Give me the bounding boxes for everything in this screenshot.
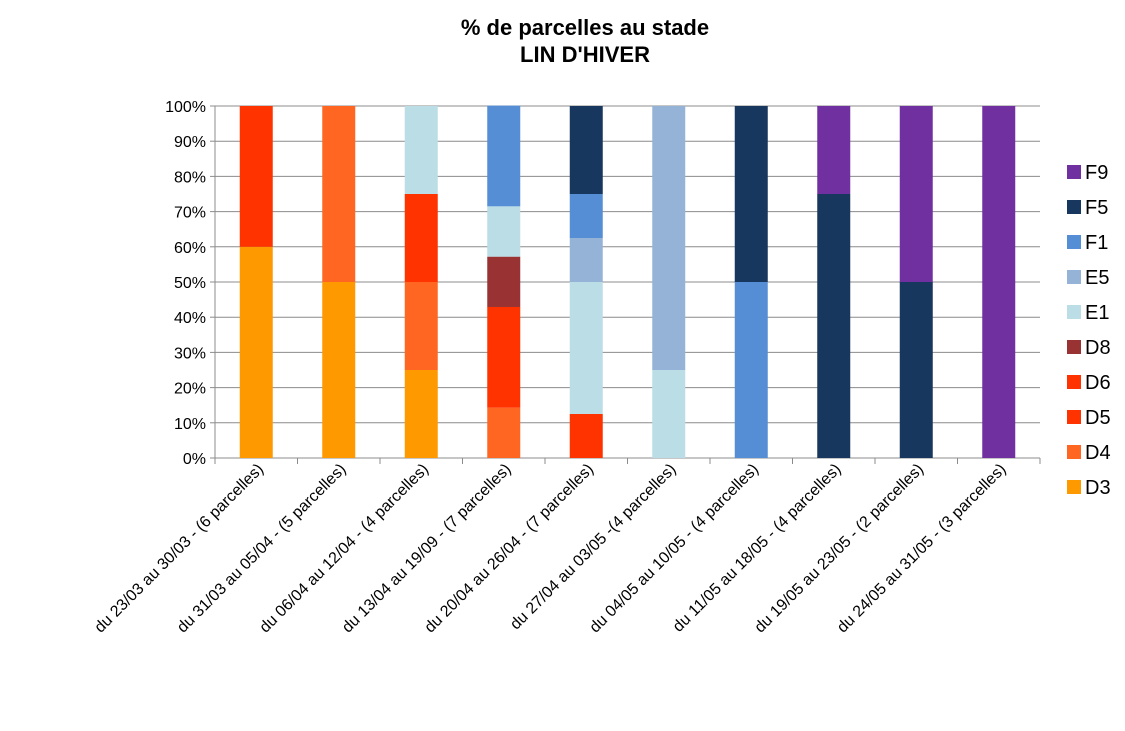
bar-segment-d8 — [487, 256, 521, 307]
legend-swatch-d6 — [1067, 375, 1081, 389]
x-tick-label: du 06/04 au 12/04 - (4 parcelles) — [257, 461, 433, 637]
bar-segment-f5 — [817, 194, 851, 458]
bar-segment-f5 — [899, 282, 933, 458]
y-tick-label: 40% — [174, 310, 206, 327]
bar-segment-e1 — [404, 106, 438, 194]
bar-segment-e5 — [569, 238, 603, 282]
bar-segment-e1 — [652, 370, 686, 458]
legend-label-e5: E5 — [1085, 267, 1109, 289]
y-tick-label: 90% — [174, 134, 206, 151]
y-tick-label: 10% — [174, 416, 206, 433]
bar-segment-f9 — [982, 106, 1016, 458]
legend-swatch-d5 — [1067, 410, 1081, 424]
legend-label-f1: F1 — [1085, 232, 1108, 254]
y-tick-label: 0% — [183, 451, 206, 468]
legend-swatch-e1 — [1067, 305, 1081, 319]
y-tick-label: 60% — [174, 240, 206, 257]
legend-swatch-e5 — [1067, 270, 1081, 284]
bar-segment-d5 — [404, 194, 438, 282]
bar-segment-f9 — [899, 106, 933, 282]
bar-segment-d5 — [239, 106, 273, 247]
legend-swatch-d4 — [1067, 445, 1081, 459]
x-tick-label: du 27/04 au 03/05 -(4 parcelles) — [507, 461, 679, 633]
x-tick-label: du 19/05 au 23/05 - (2 parcelles) — [752, 461, 928, 637]
legend-label-d4: D4 — [1085, 442, 1111, 464]
y-tick-label: 100% — [165, 99, 206, 116]
bar-segment-d3 — [322, 282, 356, 458]
chart-title-line-2: LIN D'HIVER — [520, 42, 650, 67]
legend-label-d3: D3 — [1085, 477, 1111, 499]
y-tick-label: 20% — [174, 381, 206, 398]
bar-segment-f1 — [734, 282, 768, 458]
legend-label-d5: D5 — [1085, 407, 1111, 429]
bar-segment-d3 — [239, 246, 273, 458]
x-tick-label: du 13/04 au 19/09 - (7 parcelles) — [339, 461, 515, 637]
y-tick-label: 80% — [174, 169, 206, 186]
bar-segment-d5 — [487, 306, 521, 408]
legend-label-d6: D6 — [1085, 372, 1111, 394]
bar-segment-e1 — [487, 206, 521, 257]
chart-title: % de parcelles au stade LIN D'HIVER — [0, 14, 1125, 68]
y-tick-label: 70% — [174, 205, 206, 222]
legend-swatch-d3 — [1067, 480, 1081, 494]
chart-title-line-1: % de parcelles au stade — [460, 15, 710, 40]
y-tick-label: 30% — [174, 345, 206, 362]
legend-swatch-d8 — [1067, 340, 1081, 354]
x-tick-label: du 23/03 au 30/03 - (6 parcelles) — [92, 461, 268, 637]
x-tick-label: du 31/03 au 05/04 - (5 parcelles) — [174, 461, 350, 637]
legend-label-e1: E1 — [1085, 302, 1109, 324]
x-tick-label: du 20/04 au 26/04 - (7 parcelles) — [422, 461, 598, 637]
legend-swatch-f5 — [1067, 200, 1081, 214]
x-tick-label: du 24/05 au 31/05 - (3 parcelles) — [834, 461, 1010, 637]
bar-segment-e1 — [569, 282, 603, 414]
bar-segment-d4 — [404, 282, 438, 370]
bar-segment-d4 — [487, 407, 521, 458]
bar-segment-f1 — [487, 105, 521, 207]
bar-segment-e5 — [652, 106, 686, 370]
bar-segment-d4 — [322, 106, 356, 282]
bar-segment-f5 — [734, 106, 768, 282]
bar-segment-f1 — [569, 194, 603, 238]
bar-segment-f5 — [569, 106, 603, 194]
legend-swatch-f9 — [1067, 165, 1081, 179]
x-tick-label: du 11/05 au 18/05 - (4 parcelles) — [670, 461, 845, 636]
y-tick-label: 50% — [174, 275, 206, 292]
legend-label-d8: D8 — [1085, 337, 1111, 359]
bar-segment-d3 — [404, 370, 438, 458]
legend-swatch-f1 — [1067, 235, 1081, 249]
legend-label-f9: F9 — [1085, 162, 1108, 184]
bar-segment-d5 — [569, 414, 603, 458]
legend-label-f5: F5 — [1085, 197, 1108, 219]
bar-segment-f9 — [817, 106, 851, 194]
x-tick-label: du 04/05 au 10/05 - (4 parcelles) — [587, 461, 763, 637]
